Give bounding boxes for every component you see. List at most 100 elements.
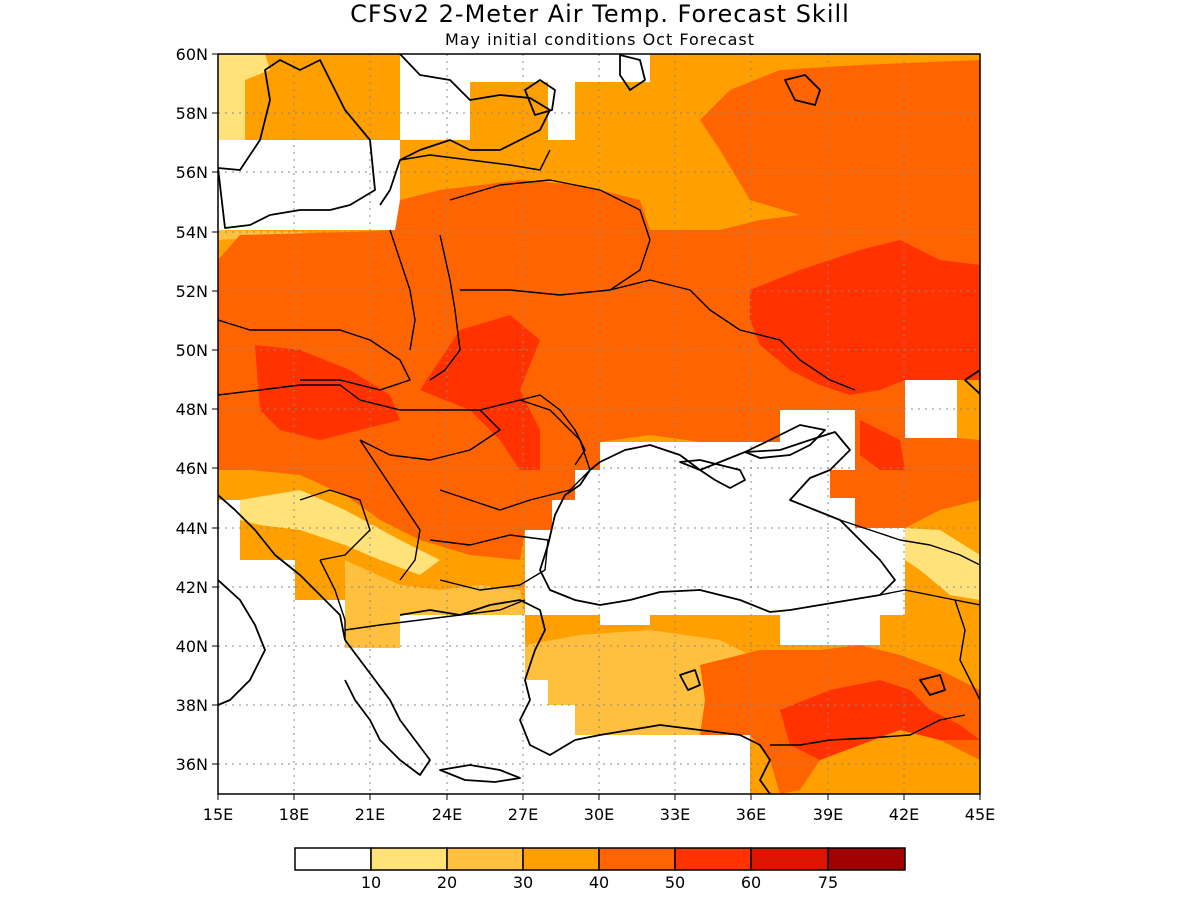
border-ukraine-russia [609,279,856,391]
lon-label: 39E [813,805,843,824]
shade-50-60-east [750,240,980,395]
colorbar-swatch [598,847,676,871]
lat-label: 44N [176,519,208,538]
border-bosnia [299,489,371,561]
crete-coast [439,764,521,783]
longitude-labels: 15E 18E 21E 24E 27E 30E 33E 36E 39E 42E … [203,805,995,824]
lake-onega [619,54,646,91]
border-hungary [359,399,501,461]
lat-label: 50N [176,341,208,360]
azov-coast [744,424,826,459]
caspian-coast [964,369,980,395]
shade-white-caucasus-box [905,380,957,438]
border-serbia [359,439,421,581]
colorbar-swatch [370,847,448,871]
lat-label: 40N [176,637,208,656]
lon-label: 33E [660,805,690,824]
colorbar-swatch [750,847,829,871]
lat-label: 42N [176,578,208,597]
colorbar-label: 60 [741,873,761,892]
border-poland-east [429,234,461,381]
border-moldova [519,394,586,466]
lon-label: 18E [279,805,309,824]
colorbar-label: 75 [818,873,838,892]
border-turkey-east [954,599,980,701]
border-turkey-georgia [879,589,980,606]
black-sea-coast [539,431,896,613]
border-baltics [399,149,551,171]
shade-white-greece [218,500,750,794]
lat-label: 38N [176,696,208,715]
border-czech [300,329,411,391]
axis-tick-marks [212,53,981,800]
shade-50-60-center [420,315,540,470]
skill-shading [218,54,980,794]
turkey-south-coast [574,724,771,794]
latitude-labels: 60N 58N 56N 54N 52N 50N 48N 46N 44N 42N … [176,45,208,774]
colorbar-label: 20 [437,873,457,892]
italy-coast [218,579,266,706]
shade-20-30-balkans [345,560,525,648]
lon-label: 30E [584,805,614,824]
border-caucasus [839,519,980,566]
lon-label: 42E [889,805,919,824]
border-albania [319,559,346,640]
coastlines-and-borders [218,54,980,794]
rybinsk-lake [784,74,821,106]
colorbar-label: 50 [665,873,685,892]
border-poland-germany [389,229,416,351]
shade-50-60-southeast [860,420,905,470]
colorbar-label: 10 [361,873,381,892]
baltic-coast [218,59,376,229]
crimea-coast [679,459,746,489]
map-subtitle: May initial conditions Oct Forecast [445,30,755,49]
shade-white-scandinavia [218,54,650,140]
map-title: CFSv2 2-Meter Air Temp. Forecast Skill [350,0,850,28]
colorbar-label: 40 [589,873,609,892]
colorbar-swatch [522,847,600,871]
lon-label: 15E [203,805,233,824]
border-bulgaria [429,534,549,591]
lake-tuz [679,669,701,691]
shade-white-baltic [218,140,400,230]
border-germany-south [218,319,300,331]
lat-label: 46N [176,459,208,478]
lake-ladoga [524,79,556,116]
lat-label: 58N [176,104,208,123]
adriatic-coast [218,494,346,641]
colorbar-swatch [294,847,372,871]
colorbar-swatch [674,847,752,871]
lat-label: 52N [176,282,208,301]
lat-label: 60N [176,45,208,64]
shade-40-50-north [700,60,980,215]
lon-label: 36E [736,805,766,824]
shade-10-20-balkans [240,490,440,575]
border-romania [439,399,591,511]
lake-van [919,674,946,696]
shade-10-20-scand [218,54,270,140]
colorbar-swatch [446,847,524,871]
lon-label: 45E [965,805,995,824]
border-austria [218,384,361,401]
shade-10-20-east [905,528,980,600]
border-greece-north [344,599,526,631]
lat-label: 56N [176,163,208,182]
shade-50-60-west [255,345,400,440]
map-gridlines [218,54,980,794]
colorbar-label: 30 [513,873,533,892]
greece-coast [344,639,431,776]
border-turkey-syria [770,714,966,746]
colorbar: 10 20 30 40 50 60 75 [294,847,906,892]
lat-label: 36N [176,755,208,774]
shade-20-30-turkey [525,630,760,735]
lon-label: 21E [355,805,385,824]
lat-label: 48N [176,400,208,419]
colorbar-swatch [827,847,906,871]
lon-label: 24E [432,805,462,824]
lat-label: 54N [176,223,208,242]
border-belarus [449,179,651,296]
aegean-coast [399,599,576,756]
finland-coast [379,54,551,206]
lon-label: 27E [508,805,538,824]
